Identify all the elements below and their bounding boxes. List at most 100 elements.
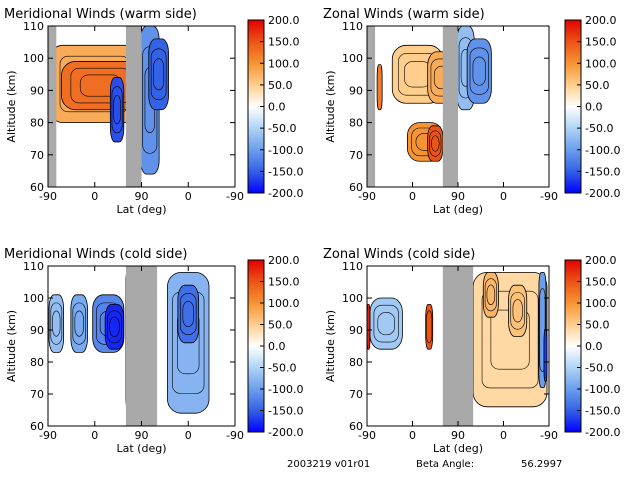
wind-region-2 [369, 297, 403, 350]
y-tick-label: 60 [349, 181, 363, 194]
y-tick-label: 80 [349, 356, 363, 369]
y-tick-label: 70 [30, 388, 44, 401]
x-tick-label: 0 [500, 429, 507, 442]
y-tick-label: 60 [30, 181, 44, 194]
y-tick-label: 110 [342, 260, 363, 273]
x-tick-label: 0 [185, 429, 192, 442]
colorbar-label: -150.0 [585, 165, 620, 178]
y-tick-label: 100 [342, 292, 363, 305]
contour-line [109, 316, 120, 337]
colorbar-label: 150.0 [585, 276, 617, 289]
y-tick-label: 80 [30, 117, 44, 130]
x-tick-label: -90 [39, 429, 57, 442]
x-tick-label: 0 [91, 190, 98, 203]
x-axis-label: Lat (deg) [117, 442, 167, 455]
wind-region-8 [543, 329, 548, 382]
colorbar-label: 50.0 [585, 319, 610, 332]
contour-line [426, 310, 433, 344]
colorbar-label: -200.0 [585, 426, 620, 439]
wind-region-5 [482, 271, 499, 318]
colorbar-label: 100.0 [268, 57, 300, 70]
colorbar-label: -50.0 [585, 362, 613, 375]
colorbar-label: -100.0 [268, 383, 303, 396]
colorbar-label: 50.0 [585, 79, 610, 92]
colorbar-label: 0.0 [585, 340, 603, 353]
panel-title: Meridional Winds (warm side) [4, 7, 197, 22]
colorbar-label: 150.0 [585, 36, 617, 49]
x-axis-label: Lat (deg) [433, 442, 483, 455]
y-tick-label: 70 [30, 149, 44, 162]
contour-line [107, 310, 122, 344]
no-data-band-1 [125, 266, 142, 426]
colorbar-label: -100.0 [585, 144, 620, 157]
x-tick-label: 0 [185, 190, 192, 203]
x-tick-label: -90 [226, 429, 244, 442]
no-data-band-1 [442, 266, 458, 426]
wind-region-3 [425, 303, 434, 350]
panel-4: 60 70 80 90 100 110 -90 0 90 0 -90 Zonal Winds (col… [323, 247, 620, 455]
x-tick-label: -90 [39, 190, 57, 203]
contour-line [111, 86, 123, 134]
y-tick-label: 80 [349, 117, 363, 130]
y-tick-label: 100 [342, 52, 363, 65]
colorbar-label: 200.0 [268, 254, 300, 267]
wind-region-2 [70, 294, 88, 353]
wind-region-6 [508, 284, 528, 337]
no-data-band-2 [125, 26, 142, 187]
x-tick-label: -90 [358, 190, 376, 203]
colorbar-label: 0.0 [268, 101, 286, 114]
contour-line [429, 130, 442, 157]
x-axis-label: Lat (deg) [117, 203, 167, 216]
y-tick-label: 70 [349, 388, 363, 401]
y-tick-label: 60 [30, 420, 44, 433]
no-data-band-2 [458, 266, 474, 426]
x-tick-label: 0 [500, 190, 507, 203]
wind-region-5 [466, 38, 492, 104]
y-tick-label: 110 [342, 20, 363, 33]
x-tick-label: -90 [540, 190, 558, 203]
contour-line [52, 310, 61, 337]
y-axis-label: Altitude (km) [324, 70, 337, 142]
y-tick-label: 110 [23, 260, 44, 273]
contour-line [512, 299, 523, 323]
y-tick-label: 90 [30, 84, 44, 97]
wind-region-6 [109, 77, 125, 143]
colorbar-label: -150.0 [585, 405, 620, 418]
panel-3: 60 70 80 90 100 110 -90 0 90 0 -90 Meridional Winds… [4, 247, 303, 455]
no-data-band-2 [442, 26, 458, 187]
footer-beta-label: Beta Angle: [416, 459, 475, 470]
y-tick-label: 60 [349, 420, 363, 433]
y-tick-label: 80 [30, 356, 44, 369]
contour-line [153, 58, 165, 91]
x-tick-label: 90 [135, 190, 149, 203]
panel-title: Zonal Winds (cold side) [323, 247, 475, 262]
wind-region-7 [177, 284, 200, 344]
colorbar-label: 100.0 [585, 297, 617, 310]
wind-region-7 [427, 125, 444, 162]
x-tick-label: 90 [135, 429, 149, 442]
no-data-band-1 [367, 26, 376, 187]
colorbar-label: 200.0 [585, 14, 617, 27]
x-tick-label: 0 [409, 190, 416, 203]
panel-2: 60 70 80 90 100 110 -90 0 90 0 -90 Zonal Winds (war… [323, 7, 620, 216]
x-tick-label: 0 [91, 429, 98, 442]
no-data-band-2 [141, 266, 158, 426]
contour-line [182, 301, 194, 327]
wind-region-4 [104, 303, 125, 350]
colorbar-label: -200.0 [268, 187, 303, 200]
x-tick-label: 0 [409, 429, 416, 442]
x-tick-label: -90 [226, 190, 244, 203]
y-tick-label: 90 [349, 84, 363, 97]
contour-line [486, 284, 496, 305]
contour-line [50, 302, 63, 345]
colorbar-label: -150.0 [268, 405, 303, 418]
y-tick-label: 70 [349, 149, 363, 162]
contour-line [472, 56, 486, 86]
footer-beta-value: 56.2997 [521, 459, 563, 470]
contour-line [113, 95, 121, 125]
colorbar-label: -50.0 [585, 122, 613, 135]
colorbar-label: 100.0 [268, 297, 300, 310]
x-tick-label: 90 [451, 429, 465, 442]
y-axis-label: Altitude (km) [5, 310, 18, 382]
